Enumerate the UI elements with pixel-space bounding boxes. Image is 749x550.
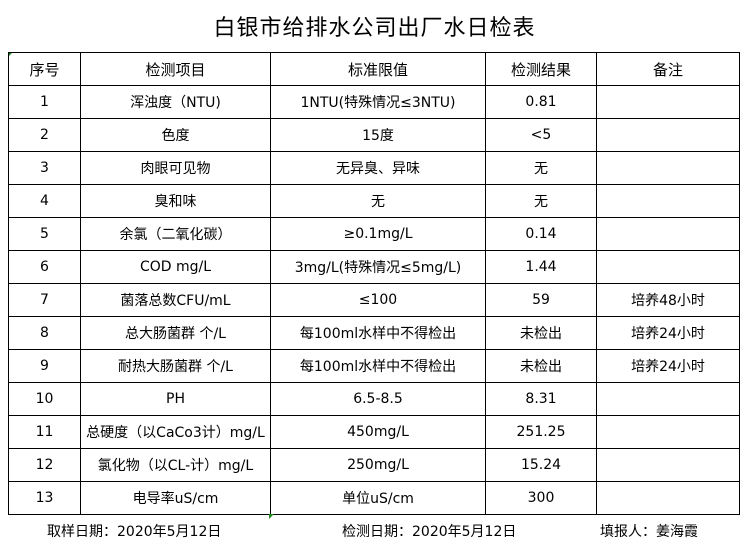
cell-seq: 4	[8, 184, 81, 218]
cell-item: 余氯（二氧化碳）	[80, 217, 271, 251]
cell-item: 电导率uS/cm	[80, 481, 271, 515]
table-row: 2 色度 15度 <5	[8, 118, 740, 152]
cell-result: 0.81	[485, 85, 597, 119]
cell-limit: 6.5-8.5	[270, 382, 486, 416]
cell-note: 培养24小时	[596, 316, 740, 350]
table-row: 6 COD mg/L 3mg/L(特殊情况≤5mg/L) 1.44	[8, 250, 740, 284]
cell-seq: 1	[8, 85, 81, 119]
cell-limit: 单位uS/cm	[270, 481, 486, 515]
cell-result: 300	[485, 481, 597, 515]
table-row: 10 PH 6.5-8.5 8.31	[8, 382, 740, 416]
cell-note	[596, 481, 740, 515]
cell-limit: 250mg/L	[270, 448, 486, 482]
cell-limit: 1NTU(特殊情况≤3NTU)	[270, 85, 486, 119]
cell-seq: 10	[8, 382, 81, 416]
table-row: 8 总大肠菌群 个/L 每100ml水样中不得检出 未检出 培养24小时	[8, 316, 740, 350]
header-result: 检测结果	[485, 52, 597, 86]
table-row: 3 肉眼可见物 无异臭、异味无	[8, 151, 740, 185]
cell-seq: 7	[8, 283, 81, 317]
cell-result: 0.14	[485, 217, 597, 251]
cell-note	[596, 250, 740, 284]
cell-item: 总硬度（以CaCo3计）mg/L	[80, 415, 271, 449]
sample-date: 取样日期：2020年5月12日	[47, 524, 222, 540]
cell-note	[596, 382, 740, 416]
table-row: 1 浑浊度（NTU) 1NTU(特殊情况≤3NTU) 0.81	[8, 85, 740, 119]
table-row: 12 氯化物（以CL-计）mg/L 250mg/L 15.24	[8, 448, 740, 482]
cell-note	[596, 118, 740, 152]
table-row: 9 耐热大肠菌群 个/L 每100ml水样中不得检出 未检出 培养24小时	[8, 349, 740, 383]
cell-seq: 6	[8, 250, 81, 284]
cell-item: COD mg/L	[80, 250, 271, 284]
cell-item: 浑浊度（NTU)	[80, 85, 271, 119]
cell-item: 菌落总数CFU/mL	[80, 283, 271, 317]
cell-result: 无	[485, 151, 597, 185]
cell-item: 耐热大肠菌群 个/L	[80, 349, 271, 383]
header-seq: 序号	[8, 52, 81, 86]
cell-seq: 5	[8, 217, 81, 251]
cell-item: PH	[80, 382, 271, 416]
cell-item: 肉眼可见物	[80, 151, 271, 185]
cell-limit: 450mg/L	[270, 415, 486, 449]
header-note: 备注	[596, 52, 740, 86]
table-row: 11 总硬度（以CaCo3计）mg/L 450mg/L 251.25	[8, 415, 740, 449]
cell-marker	[269, 514, 274, 519]
page-title: 白银市给排水公司出厂水日检表	[213, 16, 536, 41]
cell-result: 无	[485, 184, 597, 218]
test-date: 检测日期：2020年5月12日	[342, 524, 517, 540]
cell-seq: 3	[8, 151, 81, 185]
header-limit: 标准限值	[270, 52, 486, 86]
table-row: 13 电导率uS/cm 单位uS/cm 300	[8, 481, 740, 515]
cell-note	[596, 217, 740, 251]
cell-seq: 13	[8, 481, 81, 515]
cell-item: 臭和味	[80, 184, 271, 218]
inspection-table: 序号 检测项目 标准限值 检测结果 备注 1 浑浊度（NTU) 1NTU(特殊情况≤3NTU)…	[8, 52, 740, 515]
cell-result: 15.24	[485, 448, 597, 482]
cell-result: 1.44	[485, 250, 597, 284]
cell-item: 色度	[80, 118, 271, 152]
table-row: 5 余氯（二氧化碳） ≥0.1mg/L 0.14	[8, 217, 740, 251]
table-row: 7 菌落总数CFU/mL ≤100 59 培养48小时	[8, 283, 740, 317]
cell-result: 251.25	[485, 415, 597, 449]
cell-seq: 8	[8, 316, 81, 350]
cell-seq: 11	[8, 415, 81, 449]
cell-seq: 9	[8, 349, 81, 383]
reporter: 填报人：姜海霞	[600, 524, 698, 540]
cell-limit: 15度	[270, 118, 486, 152]
cell-note	[596, 415, 740, 449]
header-item: 检测项目	[80, 52, 271, 86]
cell-note	[596, 448, 740, 482]
cell-item: 氯化物（以CL-计）mg/L	[80, 448, 271, 482]
cell-result: 8.31	[485, 382, 597, 416]
cell-result: 未检出	[485, 349, 597, 383]
cell-note	[596, 184, 740, 218]
cell-note: 培养48小时	[596, 283, 740, 317]
cell-seq: 2	[8, 118, 81, 152]
cell-limit: 无	[270, 184, 486, 218]
cell-note: 培养24小时	[596, 349, 740, 383]
table-row: 4 臭和味无无	[8, 184, 740, 218]
cell-limit: ≥0.1mg/L	[270, 217, 486, 251]
cell-note	[596, 151, 740, 185]
header-row: 序号 检测项目 标准限值 检测结果 备注	[8, 52, 740, 86]
cell-item: 总大肠菌群 个/L	[80, 316, 271, 350]
cell-limit: ≤100	[270, 283, 486, 317]
cell-seq: 12	[8, 448, 81, 482]
cell-result: 未检出	[485, 316, 597, 350]
cell-limit: 每100ml水样中不得检出	[270, 316, 486, 350]
cell-result: 59	[485, 283, 597, 317]
cell-note	[596, 85, 740, 119]
cell-limit: 3mg/L(特殊情况≤5mg/L)	[270, 250, 486, 284]
cell-result: <5	[485, 118, 597, 152]
cell-limit: 每100ml水样中不得检出	[270, 349, 486, 383]
cell-limit: 无异臭、异味	[270, 151, 486, 185]
